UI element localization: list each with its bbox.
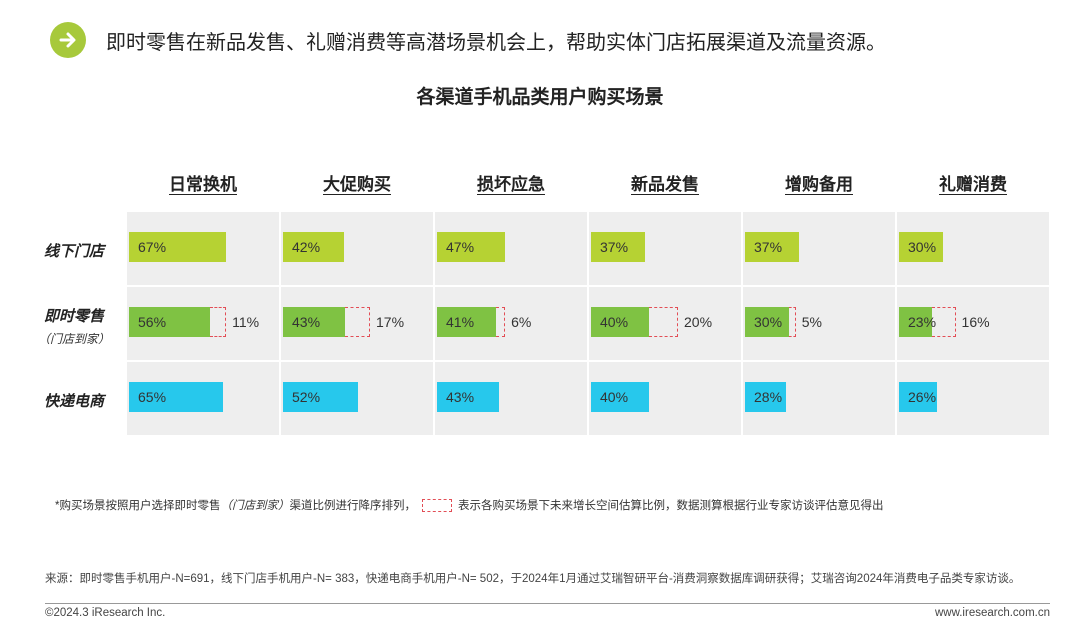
chart-cell: 40% xyxy=(589,362,741,435)
bar: 23% xyxy=(899,307,936,337)
bar: 26% xyxy=(899,382,937,412)
growth-label: 11% xyxy=(232,314,260,330)
copyright: ©2024.3 iResearch Inc. xyxy=(45,607,166,619)
column-header: 新品发售 xyxy=(631,175,699,194)
growth-label: 5% xyxy=(801,314,822,330)
column-header: 大促购买 xyxy=(323,175,391,194)
chart-cell: 23% 16% xyxy=(897,287,1049,360)
growth-box xyxy=(210,307,227,337)
chart-cell: 30% xyxy=(897,212,1049,285)
growth-label: 6% xyxy=(511,314,532,330)
chart-cell: 37% xyxy=(743,212,895,285)
row-label-text: 快递电商 xyxy=(43,393,104,410)
bar: 42% xyxy=(283,232,344,262)
footnote: *购买场景按照用户选择即时零售 （门店到家） 渠道比例进行降序排列， 表示各购买… xyxy=(55,497,883,513)
chart-cell: 40% 20% xyxy=(589,287,741,360)
website: www.iresearch.com.cn xyxy=(934,607,1050,619)
bar: 37% xyxy=(591,232,645,262)
footnote-part4: 表示各购买场景下未来增长空间估算比例，数据测算根据行业专家访谈评估意见得出 xyxy=(457,500,884,512)
growth-box xyxy=(649,307,678,337)
source-note: 来源：即时零售手机用户-N=691，线下门店手机用户-N= 383，快递电商手机… xyxy=(45,573,1021,585)
growth-label: 16% xyxy=(961,314,990,330)
chart-cell: 56% 11% xyxy=(127,287,279,360)
row-label: 即时零售 （门店到家） xyxy=(28,305,120,347)
bar: 43% xyxy=(437,382,500,412)
bar: 37% xyxy=(745,232,799,262)
chart-cell: 52% xyxy=(281,362,433,435)
growth-legend-box xyxy=(421,498,452,512)
bar: 30% xyxy=(899,232,943,262)
growth-label: 17% xyxy=(376,314,405,330)
column-header: 损坏应急 xyxy=(477,175,545,194)
chart-cell: 47% xyxy=(435,212,587,285)
column-header: 日常换机 xyxy=(169,175,237,194)
bar: 40% xyxy=(591,307,649,337)
bar: 52% xyxy=(283,382,359,412)
chart-cell: 43% xyxy=(435,362,587,435)
growth-box xyxy=(788,307,796,337)
bar: 43% xyxy=(283,307,346,337)
bar: 28% xyxy=(745,382,786,412)
bar: 67% xyxy=(129,232,227,262)
headline-text: 即时零售在新品发售、礼赠消费等高潜场景机会上，帮助实体门店拓展渠道及流量资源。 xyxy=(106,31,886,54)
row-label: 线下门店 xyxy=(28,240,120,261)
row-label-text: 即时零售 xyxy=(43,308,104,325)
chart-cell: 30% 5% xyxy=(743,287,895,360)
bar: 41% xyxy=(437,307,497,337)
bar: 40% xyxy=(591,382,649,412)
column-header: 礼赠消费 xyxy=(939,175,1007,194)
chart-cell: 41% 6% xyxy=(435,287,587,360)
headline-row: 即时零售在新品发售、礼赠消费等高潜场景机会上，帮助实体门店拓展渠道及流量资源。 xyxy=(50,22,886,58)
chart-cell: 26% xyxy=(897,362,1049,435)
chart-cell: 42% xyxy=(281,212,433,285)
chart-title: 各渠道手机品类用户购买场景 xyxy=(416,87,664,108)
growth-box xyxy=(496,307,506,337)
chart-cell: 43% 17% xyxy=(281,287,433,360)
chart-cell: 37% xyxy=(589,212,741,285)
footer-divider xyxy=(45,603,1050,604)
column-header: 增购备用 xyxy=(785,175,853,194)
growth-label: 20% xyxy=(684,314,713,330)
growth-box xyxy=(345,307,370,337)
bar: 56% xyxy=(129,307,211,337)
bar: 65% xyxy=(129,382,224,412)
row-sublabel: （门店到家） xyxy=(37,332,110,346)
chart-cell: 65% xyxy=(127,362,279,435)
growth-box xyxy=(932,307,956,337)
footnote-part1: *购买场景按照用户选择即时零售 xyxy=(55,500,221,512)
footnote-part3: 渠道比例进行降序排列， xyxy=(289,500,416,512)
bar: 47% xyxy=(437,232,506,262)
footnote-part2: （门店到家） xyxy=(220,500,290,512)
row-label: 快递电商 xyxy=(28,390,120,411)
chart-cell: 67% xyxy=(127,212,279,285)
row-label-text: 线下门店 xyxy=(43,243,104,260)
chart-cell: 28% xyxy=(743,362,895,435)
bar: 30% xyxy=(745,307,789,337)
arrow-right-icon xyxy=(50,22,86,58)
